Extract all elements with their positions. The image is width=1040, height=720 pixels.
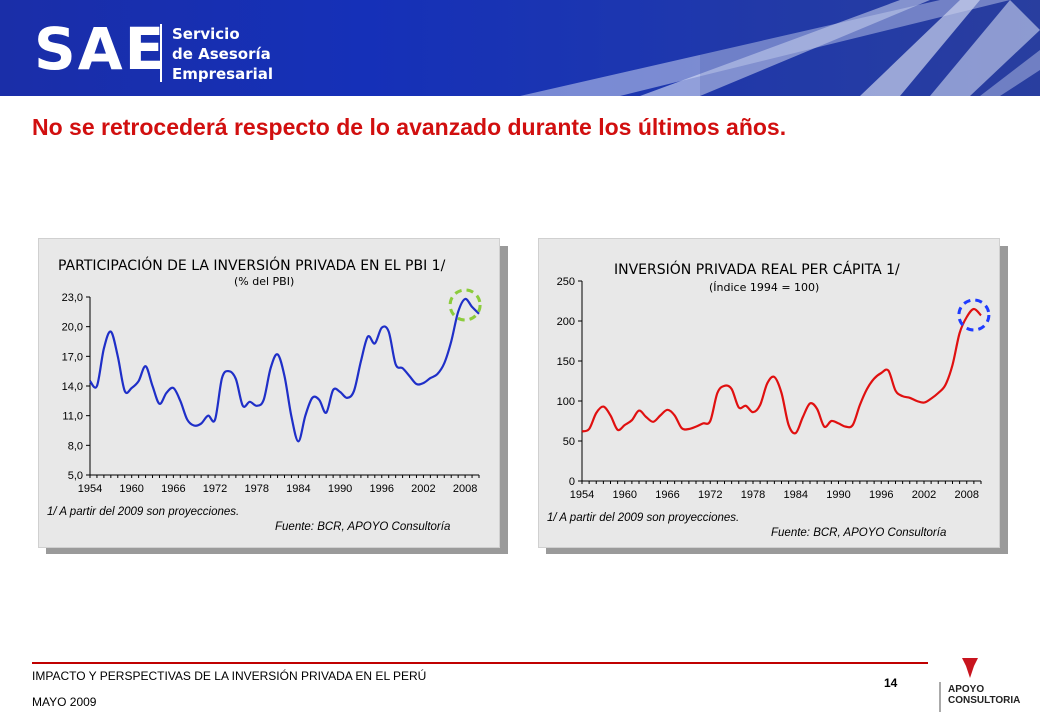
chart-panel-1: PARTICIPACIÓN DE LA INVERSIÓN PRIVADA EN… xyxy=(38,238,500,548)
footer-date: MAYO 2009 xyxy=(32,695,97,709)
header-banner: SAE Servicio de Asesoría Empresarial xyxy=(0,0,1040,96)
apoyo-logo-icon xyxy=(939,658,978,712)
footer-report-title: IMPACTO Y PERSPECTIVAS DE LA INVERSIÓN P… xyxy=(32,669,427,683)
x-tick-label: 2002 xyxy=(411,483,435,495)
y-tick-label: 17,0 xyxy=(62,351,83,363)
chart-1-source: Fuente: BCR, APOYO Consultoría xyxy=(275,521,450,533)
chart-2-highlight-circle xyxy=(957,298,991,332)
y-tick-label: 50 xyxy=(563,436,575,448)
y-tick-label: 100 xyxy=(557,396,575,408)
x-tick-label: 2008 xyxy=(955,489,979,501)
x-tick-label: 1972 xyxy=(698,489,722,501)
logo-divider xyxy=(160,24,162,82)
chart-panel-2: INVERSIÓN PRIVADA REAL PER CÁPITA 1/ (Ín… xyxy=(538,238,1000,548)
x-tick-label: 1996 xyxy=(370,483,394,495)
x-tick-label: 1978 xyxy=(741,489,765,501)
logo-line-2: de Asesoría xyxy=(172,45,271,63)
y-tick-label: 0 xyxy=(569,476,575,488)
x-tick-label: 2008 xyxy=(453,483,477,495)
chart-1-series-line xyxy=(89,297,480,443)
chart-2-svg: INVERSIÓN PRIVADA REAL PER CÁPITA 1/ (Ín… xyxy=(547,260,991,539)
banner-rays xyxy=(520,0,1040,96)
page-number: 14 xyxy=(884,676,898,690)
chart-1-highlight-circle xyxy=(448,288,482,322)
apoyo-brand-line-1: APOYO xyxy=(948,684,985,695)
x-tick-label: 2002 xyxy=(912,489,936,501)
x-tick-label: 1978 xyxy=(244,483,268,495)
x-tick-label: 1966 xyxy=(655,489,679,501)
x-tick-label: 1960 xyxy=(119,483,143,495)
chart-1-title: PARTICIPACIÓN DE LA INVERSIÓN PRIVADA EN… xyxy=(58,256,446,274)
apoyo-brand-line-2: CONSULTORIA xyxy=(948,695,1021,706)
logo-line-3: Empresarial xyxy=(172,65,274,83)
y-tick-label: 150 xyxy=(557,356,575,368)
x-tick-label: 1960 xyxy=(613,489,637,501)
x-tick-label: 1984 xyxy=(784,489,808,501)
footer-divider xyxy=(32,662,928,664)
y-tick-label: 23,0 xyxy=(62,292,83,304)
chart-2-series-line xyxy=(581,307,982,435)
x-tick-label: 1972 xyxy=(203,483,227,495)
y-tick-label: 11,0 xyxy=(62,411,83,423)
logo-line-1: Servicio xyxy=(172,25,240,43)
y-tick-label: 250 xyxy=(557,276,575,288)
chart-1-svg: PARTICIPACIÓN DE LA INVERSIÓN PRIVADA EN… xyxy=(47,256,482,533)
chart-2-title: INVERSIÓN PRIVADA REAL PER CÁPITA 1/ xyxy=(614,260,900,278)
chart-2-footnote: 1/ A partir del 2009 son proyecciones. xyxy=(547,512,739,524)
chart-2-source: Fuente: BCR, APOYO Consultoría xyxy=(771,527,946,539)
x-tick-label: 1990 xyxy=(328,483,352,495)
y-tick-label: 20,0 xyxy=(62,322,83,334)
x-tick-label: 1996 xyxy=(869,489,893,501)
sae-logo: SAE xyxy=(34,15,167,83)
chart-1-footnote: 1/ A partir del 2009 son proyecciones. xyxy=(47,506,239,518)
y-tick-label: 14,0 xyxy=(62,381,83,393)
x-tick-label: 1984 xyxy=(286,483,310,495)
y-tick-label: 200 xyxy=(557,316,575,328)
x-tick-label: 1954 xyxy=(78,483,102,495)
chart-1-subtitle: (% del PBI) xyxy=(234,275,294,288)
logo-tagline: Servicio de Asesoría Empresarial xyxy=(172,24,273,84)
x-tick-label: 1966 xyxy=(161,483,185,495)
y-tick-label: 8,0 xyxy=(68,440,83,452)
apoyo-brand: APOYO CONSULTORIA xyxy=(948,684,1020,706)
x-tick-label: 1990 xyxy=(826,489,850,501)
x-tick-label: 1954 xyxy=(570,489,594,501)
slide-title: No se retrocederá respecto de lo avanzad… xyxy=(32,114,787,140)
chart-2-subtitle: (Índice 1994 = 100) xyxy=(709,281,819,294)
y-tick-label: 5,0 xyxy=(68,470,83,482)
